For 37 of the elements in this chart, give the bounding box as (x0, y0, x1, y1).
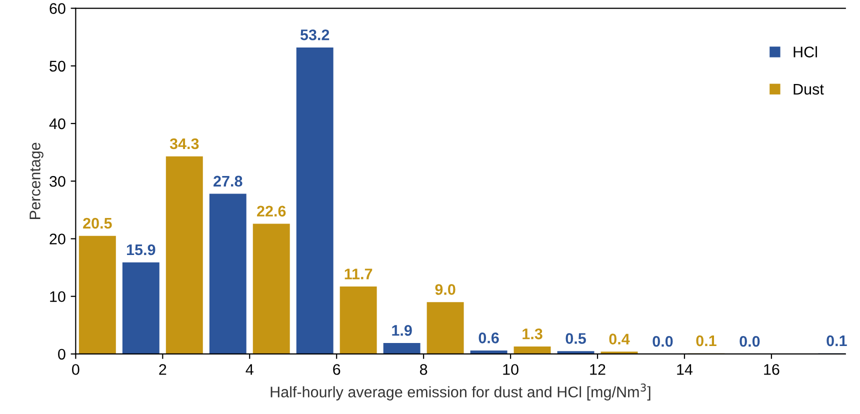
data-label: 0.4 (609, 334, 630, 344)
data-label: 0.5 (566, 333, 586, 344)
x-tick-label: 2 (159, 364, 166, 375)
y-tick-label: 50 (50, 60, 66, 72)
data-label: 0.6 (478, 332, 499, 344)
y-tick-label: 10 (50, 291, 66, 302)
x-tick-label: 8 (420, 364, 428, 375)
x-tick-label: 14 (677, 364, 693, 375)
data-label: 1.9 (392, 325, 412, 336)
x-axis-title: Half-hourly average emission for dust and HCl [mg/Nm$^{3}$] (270, 383, 650, 400)
data-label: 0.0 (740, 336, 760, 347)
legend-label: Dust (794, 84, 824, 95)
data-label: 15.9 (127, 244, 156, 256)
data-label: 22.6 (257, 206, 286, 217)
y-tick-label: 40 (49, 118, 66, 130)
x-tick-label: 6 (333, 364, 340, 375)
data-label: 9.0 (435, 284, 456, 295)
data-label: 34.3 (170, 138, 199, 150)
data-label: 11.7 (344, 268, 372, 280)
data-label: 20.5 (83, 218, 112, 229)
legend-label: HCl (794, 46, 817, 58)
y-tick-label: 20 (50, 234, 66, 244)
data-label: 0.0 (652, 336, 673, 347)
y-tick-label: 30 (50, 176, 66, 187)
x-tick-label: 4 (246, 364, 254, 375)
x-tick-label: 0 (72, 364, 80, 375)
data-label: 0.1 (696, 335, 716, 346)
data-label: 0.1 (826, 335, 847, 346)
data-label: 27.8 (214, 176, 242, 187)
x-tick-label: 12 (590, 364, 606, 375)
x-tick-label: 16 (764, 364, 780, 375)
data-label: 53.2 (300, 29, 330, 40)
data-label: 1.3 (522, 328, 542, 340)
y-tick-label: 0 (58, 348, 66, 360)
y-tick-label: 60 (50, 3, 66, 14)
x-tick-label: 10 (503, 364, 518, 375)
y-axis-title: Percentage (30, 142, 44, 219)
